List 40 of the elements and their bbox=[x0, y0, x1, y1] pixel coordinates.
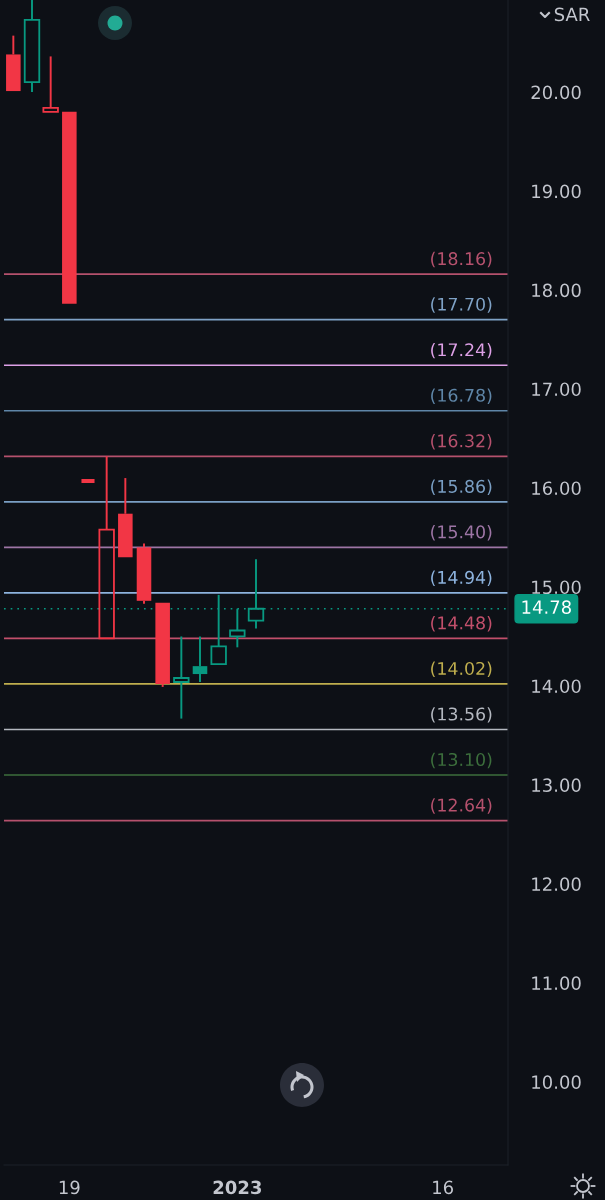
ref-line-label: (16.78) bbox=[431, 388, 492, 404]
y-tick-label: 10.00 bbox=[532, 1075, 581, 1089]
ref-line-label: (17.24) bbox=[431, 342, 492, 359]
y-tick-label: 17.00 bbox=[532, 382, 581, 397]
ref-line-label: 14.78 bbox=[522, 600, 571, 614]
candlestick bbox=[155, 602, 170, 688]
y-tick-label: 19.00 bbox=[532, 184, 581, 199]
x-tick-label: 19 bbox=[59, 1180, 80, 1195]
x-tick-label: 2023 bbox=[213, 1180, 262, 1195]
candlestick bbox=[118, 477, 133, 558]
ref-line-label: (13.56) bbox=[431, 707, 492, 723]
ref-line-label: (13.10) bbox=[431, 752, 492, 769]
y-tick-label: 18.00 bbox=[532, 283, 581, 298]
candlestick bbox=[98, 455, 115, 640]
ref-line-label: (17.70) bbox=[431, 297, 492, 313]
ref-line-label: (15.40) bbox=[431, 525, 492, 541]
y-tick-label: 20.00 bbox=[531, 85, 581, 100]
y-axis-title: SAR bbox=[554, 7, 590, 22]
candlestick bbox=[192, 635, 208, 683]
candlestick bbox=[6, 34, 21, 92]
ref-line-label: (14.94) bbox=[431, 570, 492, 587]
y-tick-label: 14.00 bbox=[532, 679, 581, 694]
ref-line-label: (12.64) bbox=[431, 798, 492, 814]
candlestick bbox=[23, 0, 41, 94]
ref-line-label: (14.48) bbox=[431, 616, 492, 632]
y-tick-label: 13.00 bbox=[532, 778, 581, 793]
y-tick-label: 11.00 bbox=[532, 976, 581, 990]
x-tick-label: 16 bbox=[433, 1180, 454, 1195]
ref-line-label: (14.02) bbox=[431, 661, 492, 678]
y-tick-label: 12.00 bbox=[532, 877, 581, 892]
candlestick bbox=[62, 111, 77, 304]
candlestick bbox=[173, 635, 190, 720]
ref-line-label: (15.86) bbox=[431, 479, 492, 495]
ref-line-label: (18.16) bbox=[431, 251, 492, 268]
y-tick-label: 15.00 bbox=[532, 580, 581, 595]
y-tick-label: 16.00 bbox=[532, 481, 581, 496]
ref-line-label: (16.32) bbox=[431, 433, 492, 450]
candlestick bbox=[79, 479, 97, 483]
candlestick bbox=[42, 55, 59, 113]
candlestick bbox=[136, 542, 152, 605]
